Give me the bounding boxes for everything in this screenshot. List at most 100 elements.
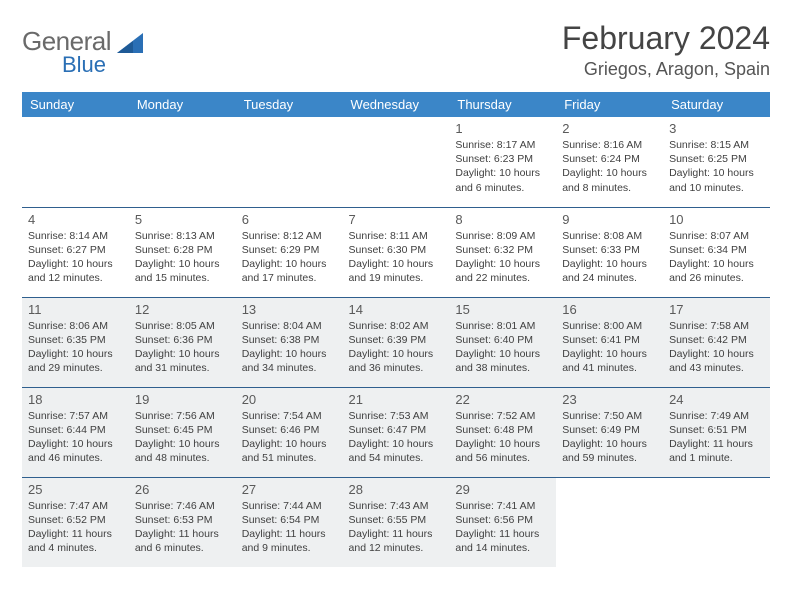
sunset-text: Sunset: 6:51 PM — [669, 423, 764, 437]
daylight-text-2: and 54 minutes. — [349, 451, 444, 465]
sunrise-text: Sunrise: 7:57 AM — [28, 409, 123, 423]
day-number: 23 — [562, 392, 657, 407]
day-cell: 15Sunrise: 8:01 AMSunset: 6:40 PMDayligh… — [449, 297, 556, 387]
sunrise-text: Sunrise: 7:43 AM — [349, 499, 444, 513]
daylight-text-2: and 15 minutes. — [135, 271, 230, 285]
calendar-row: 11 Sunrise: 8:06 AMSunset: 6:35 PMDayligh… — [22, 297, 770, 387]
sunset-text: Sunset: 6:35 PM — [28, 333, 123, 347]
daylight-text-2: and 46 minutes. — [28, 451, 123, 465]
daylight-text-2: and 6 minutes. — [455, 181, 550, 195]
calendar-row: 1Sunrise: 8:17 AMSunset: 6:23 PMDaylight… — [22, 117, 770, 207]
sunset-text: Sunset: 6:54 PM — [242, 513, 337, 527]
sunset-text: Sunset: 6:45 PM — [135, 423, 230, 437]
sunset-text: Sunset: 6:36 PM — [135, 333, 230, 347]
daylight-text-1: Daylight: 10 hours — [455, 437, 550, 451]
day-number: 18 — [28, 392, 123, 407]
logo: General Blue — [22, 26, 143, 78]
day-details: Sunrise: 7:53 AMSunset: 6:47 PMDaylight:… — [349, 409, 444, 466]
sunrise-text: Sunrise: 7:49 AM — [669, 409, 764, 423]
empty-cell — [129, 117, 236, 207]
sunrise-text: Sunrise: 8:07 AM — [669, 229, 764, 243]
daylight-text-2: and 4 minutes. — [28, 541, 123, 555]
day-cell: 1Sunrise: 8:17 AMSunset: 6:23 PMDaylight… — [449, 117, 556, 207]
sunset-text: Sunset: 6:39 PM — [349, 333, 444, 347]
daylight-text-1: Daylight: 10 hours — [455, 257, 550, 271]
day-cell: 29Sunrise: 7:41 AMSunset: 6:56 PMDayligh… — [449, 477, 556, 567]
sunrise-text: Sunrise: 7:41 AM — [455, 499, 550, 513]
day-cell: 6Sunrise: 8:12 AMSunset: 6:29 PMDaylight… — [236, 207, 343, 297]
day-number: 16 — [562, 302, 657, 317]
sunset-text: Sunset: 6:52 PM — [28, 513, 123, 527]
calendar-row: 25Sunrise: 7:47 AMSunset: 6:52 PMDayligh… — [22, 477, 770, 567]
daylight-text-1: Daylight: 11 hours — [669, 437, 764, 451]
day-number: 11 — [28, 302, 123, 317]
day-cell: 11 Sunrise: 8:06 AMSunset: 6:35 PMDayligh… — [22, 297, 129, 387]
day-details: Sunrise: 8:07 AMSunset: 6:34 PMDaylight:… — [669, 229, 764, 286]
logo-triangle-icon — [117, 33, 143, 58]
day-details: Sunrise: 8:15 AMSunset: 6:25 PMDaylight:… — [669, 138, 764, 195]
sunrise-text: Sunrise: 8:16 AM — [562, 138, 657, 152]
title-block: February 2024 Griegos, Aragon, Spain — [562, 20, 770, 80]
sunset-text: Sunset: 6:24 PM — [562, 152, 657, 166]
day-details: Sunrise: 8:00 AMSunset: 6:41 PMDaylight:… — [562, 319, 657, 376]
weekday-header: Saturday — [663, 92, 770, 117]
day-details: Sunrise: 8:06 AMSunset: 6:35 PMDaylight:… — [28, 319, 123, 376]
day-details: Sunrise: 8:05 AMSunset: 6:36 PMDaylight:… — [135, 319, 230, 376]
sunset-text: Sunset: 6:40 PM — [455, 333, 550, 347]
daylight-text-1: Daylight: 10 hours — [242, 437, 337, 451]
sunset-text: Sunset: 6:33 PM — [562, 243, 657, 257]
day-details: Sunrise: 8:12 AMSunset: 6:29 PMDaylight:… — [242, 229, 337, 286]
day-number: 7 — [349, 212, 444, 227]
day-details: Sunrise: 8:08 AMSunset: 6:33 PMDaylight:… — [562, 229, 657, 286]
day-number: 15 — [455, 302, 550, 317]
sunrise-text: Sunrise: 8:01 AM — [455, 319, 550, 333]
day-cell: 3Sunrise: 8:15 AMSunset: 6:25 PMDaylight… — [663, 117, 770, 207]
sunrise-text: Sunrise: 7:54 AM — [242, 409, 337, 423]
daylight-text-1: Daylight: 10 hours — [562, 347, 657, 361]
daylight-text-1: Daylight: 10 hours — [135, 437, 230, 451]
day-number: 12 — [135, 302, 230, 317]
sunset-text: Sunset: 6:25 PM — [669, 152, 764, 166]
daylight-text-1: Daylight: 10 hours — [562, 437, 657, 451]
sunrise-text: Sunrise: 7:53 AM — [349, 409, 444, 423]
weekday-header: Wednesday — [343, 92, 450, 117]
day-cell: 25Sunrise: 7:47 AMSunset: 6:52 PMDayligh… — [22, 477, 129, 567]
day-cell: 28Sunrise: 7:43 AMSunset: 6:55 PMDayligh… — [343, 477, 450, 567]
daylight-text-2: and 51 minutes. — [242, 451, 337, 465]
sunset-text: Sunset: 6:41 PM — [562, 333, 657, 347]
sunrise-text: Sunrise: 8:12 AM — [242, 229, 337, 243]
sunset-text: Sunset: 6:46 PM — [242, 423, 337, 437]
sunset-text: Sunset: 6:49 PM — [562, 423, 657, 437]
day-cell: 19Sunrise: 7:56 AMSunset: 6:45 PMDayligh… — [129, 387, 236, 477]
sunset-text: Sunset: 6:53 PM — [135, 513, 230, 527]
daylight-text-2: and 56 minutes. — [455, 451, 550, 465]
calendar-table: SundayMondayTuesdayWednesdayThursdayFrid… — [22, 92, 770, 567]
sunrise-text: Sunrise: 7:50 AM — [562, 409, 657, 423]
day-cell: 12 Sunrise: 8:05 AMSunset: 6:36 PMDayligh… — [129, 297, 236, 387]
daylight-text-2: and 38 minutes. — [455, 361, 550, 375]
daylight-text-2: and 1 minute. — [669, 451, 764, 465]
day-cell: 16 Sunrise: 8:00 AMSunset: 6:41 PMDayligh… — [556, 297, 663, 387]
day-details: Sunrise: 8:17 AMSunset: 6:23 PMDaylight:… — [455, 138, 550, 195]
day-cell: 27Sunrise: 7:44 AMSunset: 6:54 PMDayligh… — [236, 477, 343, 567]
calendar-body: 1Sunrise: 8:17 AMSunset: 6:23 PMDaylight… — [22, 117, 770, 567]
daylight-text-1: Daylight: 10 hours — [562, 166, 657, 180]
sunset-text: Sunset: 6:48 PM — [455, 423, 550, 437]
daylight-text-1: Daylight: 10 hours — [135, 347, 230, 361]
daylight-text-2: and 41 minutes. — [562, 361, 657, 375]
day-number: 29 — [455, 482, 550, 497]
sunrise-text: Sunrise: 8:13 AM — [135, 229, 230, 243]
daylight-text-1: Daylight: 10 hours — [242, 257, 337, 271]
sunrise-text: Sunrise: 7:52 AM — [455, 409, 550, 423]
daylight-text-1: Daylight: 10 hours — [28, 347, 123, 361]
daylight-text-1: Daylight: 10 hours — [349, 257, 444, 271]
day-details: Sunrise: 8:04 AMSunset: 6:38 PMDaylight:… — [242, 319, 337, 376]
daylight-text-2: and 31 minutes. — [135, 361, 230, 375]
daylight-text-1: Daylight: 11 hours — [242, 527, 337, 541]
day-number: 26 — [135, 482, 230, 497]
sunrise-text: Sunrise: 7:44 AM — [242, 499, 337, 513]
empty-cell — [22, 117, 129, 207]
day-details: Sunrise: 7:58 AMSunset: 6:42 PMDaylight:… — [669, 319, 764, 376]
daylight-text-1: Daylight: 11 hours — [135, 527, 230, 541]
day-cell: 21Sunrise: 7:53 AMSunset: 6:47 PMDayligh… — [343, 387, 450, 477]
